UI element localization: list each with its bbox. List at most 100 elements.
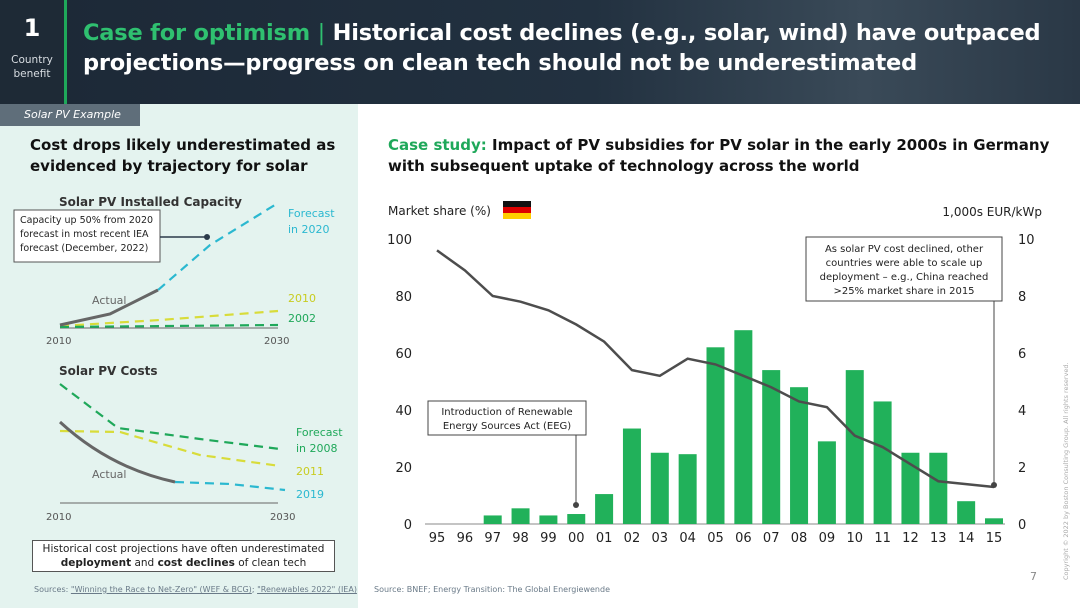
page-number: 7 — [1030, 570, 1037, 583]
x-label-13: 13 — [930, 531, 947, 546]
costs-actual-label: Actual — [92, 468, 126, 481]
bar-14 — [957, 501, 976, 524]
x-label-02: 02 — [624, 531, 641, 546]
bar-15 — [985, 518, 1003, 524]
capacity-x-start: 2010 — [46, 336, 71, 347]
costs-forecast-label-1: Forecast — [296, 426, 343, 439]
x-label-96: 96 — [457, 531, 474, 546]
y-left-tick-100: 100 — [387, 233, 412, 248]
chart-x-labels: 95 96 97 98 99 00 01 02 03 04 05 06 07 08 09 10 11 12 13 14… — [429, 531, 1003, 546]
x-label-04: 04 — [679, 531, 696, 546]
costs-actual-line — [58, 420, 176, 484]
costs-forecast-label-2: in 2008 — [296, 442, 338, 455]
capacity-chart-title: Solar PV Installed Capacity — [59, 195, 242, 209]
copyright-notice: Copyright © 2022 by Boston Consulting Gr… — [1062, 362, 1070, 580]
example-tag: Solar PV Example — [0, 104, 140, 126]
source-link-iea[interactable]: "Renewables 2022" (IEA) — [257, 585, 357, 594]
y-right-tick-8: 8 — [1018, 290, 1026, 305]
chart-ticks: 0 20 40 60 80 100 0 2 4 6 8 10 — [387, 233, 1034, 533]
header-banner: 1 Country benefit Case for optimism | Hi… — [0, 0, 1080, 104]
right-heading: Case study: Impact of PV subsidies for P… — [388, 135, 1068, 177]
bar-07 — [762, 370, 781, 524]
bar-01 — [595, 494, 614, 524]
costs-x-end: 2030 — [270, 512, 295, 523]
left-panel — [0, 104, 358, 608]
x-label-06: 06 — [735, 531, 752, 546]
capacity-callout-text: Capacity up 50% from 2020 forecast in mo… — [20, 215, 156, 254]
note-bold1: deployment — [60, 557, 132, 569]
section-label: Country benefit — [11, 54, 53, 80]
y-left-tick-60: 60 — [395, 347, 412, 362]
y-left-tick-40: 40 — [395, 404, 412, 419]
x-label-12: 12 — [902, 531, 919, 546]
capacity-forecast-2010-line — [59, 309, 279, 328]
costs-forecast-2008-line — [59, 383, 281, 451]
left-sources: Sources: "Winning the Race to Net-Zero" … — [34, 585, 357, 594]
x-label-98: 98 — [512, 531, 529, 546]
x-label-01: 01 — [596, 531, 613, 546]
x-label-15: 15 — [986, 531, 1003, 546]
eeg-annotation-box — [427, 400, 587, 436]
china-annotation-box — [805, 236, 1003, 302]
note-bold2: cost declines — [157, 557, 235, 569]
bar-00 — [567, 514, 586, 524]
costs-2019-label: 2019 — [296, 488, 324, 501]
capacity-forecast-2002-line — [59, 323, 279, 329]
eeg-annotation-dot — [573, 502, 579, 508]
bar-04 — [678, 454, 697, 524]
chart-ylabel-left: Market share (%) — [388, 204, 491, 218]
title-highlight: Case for optimism — [83, 20, 310, 46]
bar-05 — [706, 347, 725, 524]
x-label-07: 07 — [763, 531, 780, 546]
source-link-wef[interactable]: "Winning the Race to Net-Zero" (WEF & BC… — [70, 585, 252, 594]
x-label-11: 11 — [874, 531, 891, 546]
china-annotation-line1: As solar PV cost declined, other — [825, 244, 984, 255]
title-separator: | — [317, 20, 326, 46]
capacity-callout-dot — [204, 234, 210, 240]
x-label-09: 09 — [819, 531, 836, 546]
y-right-tick-10: 10 — [1018, 233, 1035, 248]
x-label-00: 00 — [568, 531, 585, 546]
capacity-callout-line3: forecast (December, 2022) — [20, 243, 148, 254]
eeg-annotation-line1: Introduction of Renewable — [441, 407, 572, 418]
costs-2011-label: 2011 — [296, 465, 324, 478]
capacity-callout-line2: forecast in most recent IEA — [20, 229, 149, 240]
bar-97 — [483, 515, 502, 524]
bar-09 — [817, 441, 836, 524]
bar-02 — [622, 428, 641, 524]
germany-flag-icon — [503, 201, 531, 219]
right-heading-rest: Impact of PV subsidies for PV solar in t… — [388, 136, 1050, 175]
pv-cost-line — [436, 249, 995, 489]
china-annotation-line2: countries were able to scale up — [826, 258, 983, 269]
y-right-tick-4: 4 — [1018, 404, 1026, 419]
page-title: Case for optimism | Historical cost decl… — [83, 18, 1073, 78]
bar-12 — [901, 452, 920, 524]
y-right-tick-2: 2 — [1018, 461, 1026, 476]
costs-forecast-2011-line — [59, 429, 281, 468]
capacity-x-end: 2030 — [264, 336, 289, 347]
note-end: of clean tech — [238, 557, 307, 569]
costs-x-start: 2010 — [46, 512, 71, 523]
left-heading: Cost drops likely underestimated as evid… — [30, 136, 336, 175]
eeg-annotation-line2: Energy Sources Act (EEG) — [443, 421, 571, 432]
y-right-tick-0: 0 — [1018, 518, 1026, 533]
bar-10 — [845, 370, 864, 524]
bar-13 — [929, 452, 948, 524]
bar-98 — [511, 508, 530, 524]
x-label-08: 08 — [791, 531, 808, 546]
historical-note-box: Historical cost projections have often u… — [32, 540, 335, 572]
capacity-callout-line1: Capacity up 50% from 2020 — [20, 215, 153, 226]
capacity-2002-label: 2002 — [288, 312, 316, 325]
costs-forecast-2019-line — [174, 480, 286, 492]
y-right-tick-6: 6 — [1018, 347, 1026, 362]
right-heading-highlight: Case study: — [388, 136, 487, 154]
right-source: Source: BNEF; Energy Transition: The Glo… — [374, 585, 610, 594]
bar-11 — [873, 401, 892, 524]
capacity-actual-line — [59, 288, 159, 327]
capacity-2010-label: 2010 — [288, 292, 316, 305]
capacity-forecast-label-2: in 2020 — [288, 223, 330, 236]
title-rest: Historical cost declines (e.g., solar, w… — [83, 20, 1041, 76]
x-label-95: 95 — [429, 531, 446, 546]
y-left-tick-80: 80 — [395, 290, 412, 305]
